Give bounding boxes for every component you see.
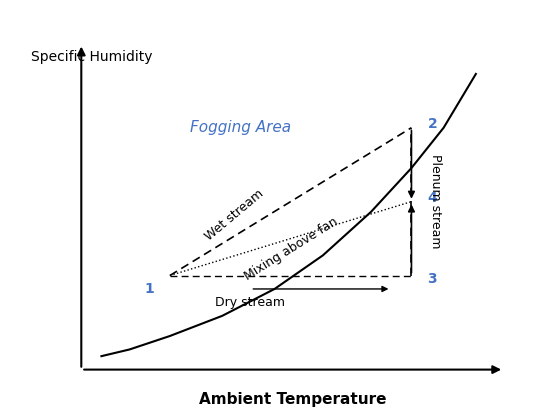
Text: Wet stream: Wet stream	[203, 187, 266, 243]
Text: Ambient Temperature: Ambient Temperature	[199, 392, 386, 407]
Text: 3: 3	[428, 272, 437, 286]
Text: Dry stream: Dry stream	[215, 296, 286, 309]
Text: 4: 4	[428, 191, 437, 205]
Text: 2: 2	[428, 117, 437, 131]
Text: 1: 1	[145, 282, 154, 296]
Text: Mixing above fan: Mixing above fan	[242, 215, 340, 283]
Text: Plenum stream: Plenum stream	[429, 154, 442, 249]
Text: Fogging Area: Fogging Area	[190, 120, 291, 135]
Text: Specific Humidity: Specific Humidity	[30, 50, 152, 64]
